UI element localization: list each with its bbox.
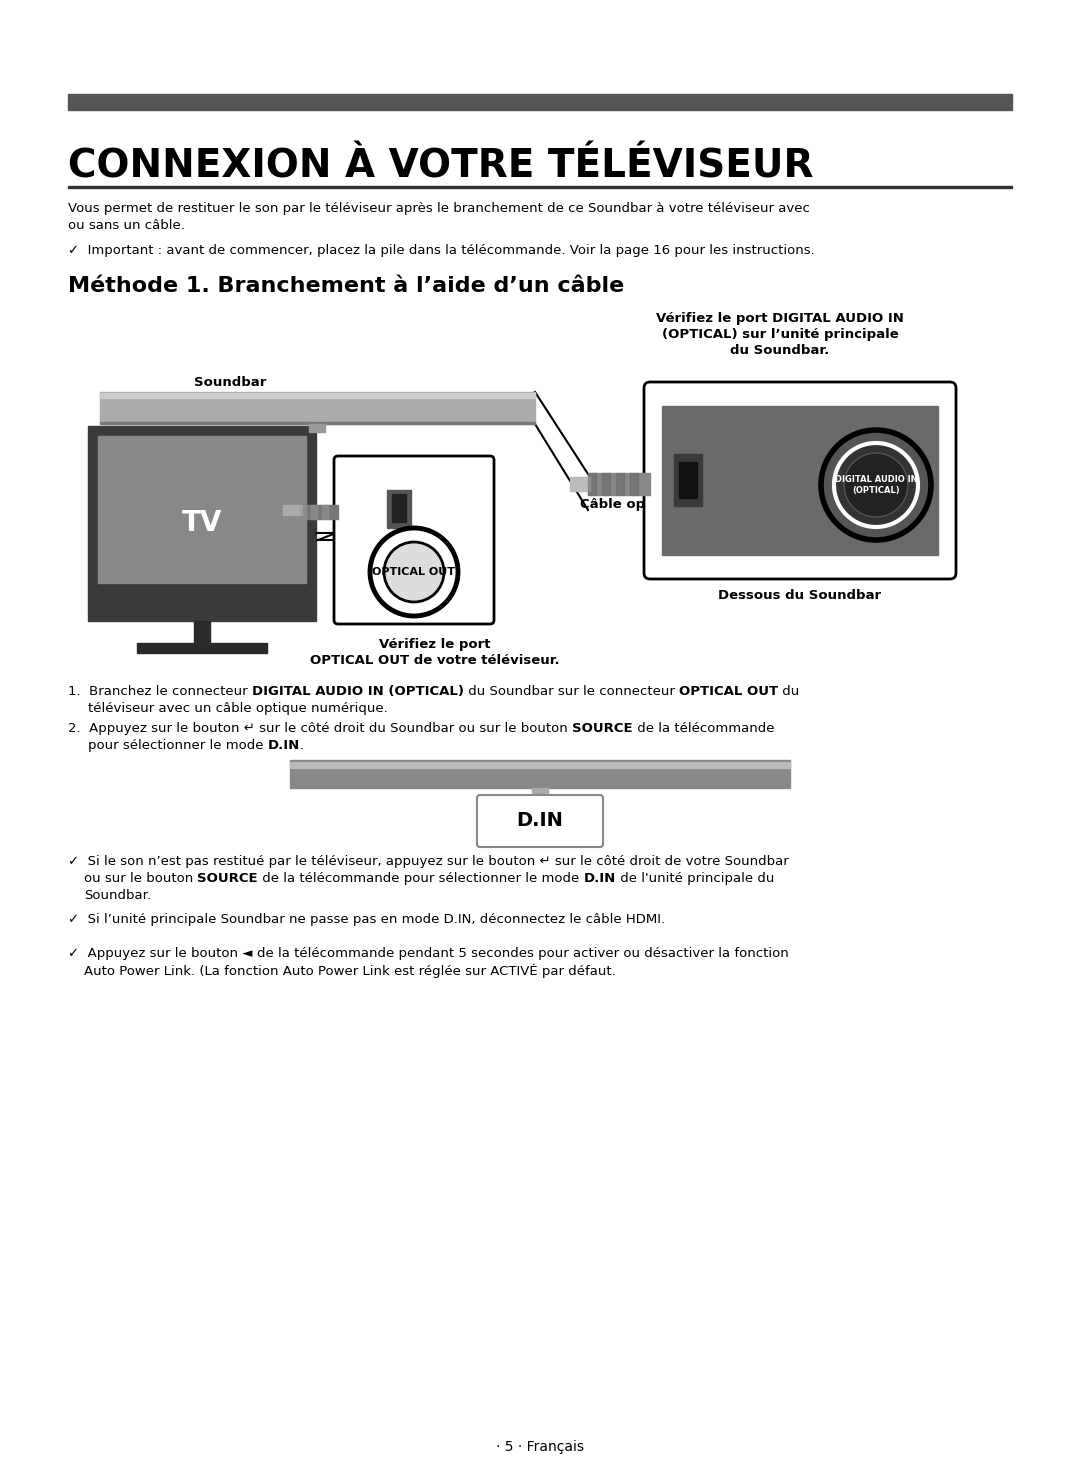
Bar — [322, 504, 328, 519]
Text: OPTICAL OUT de votre téléviseur.: OPTICAL OUT de votre téléviseur. — [310, 654, 559, 667]
Bar — [311, 504, 318, 519]
Text: Soundbar: Soundbar — [193, 376, 266, 389]
Bar — [291, 762, 789, 768]
Text: OPTICAL OUT: OPTICAL OUT — [679, 685, 778, 698]
Bar — [532, 788, 548, 799]
FancyBboxPatch shape — [334, 456, 494, 624]
Bar — [309, 424, 325, 432]
Bar — [588, 473, 650, 495]
Text: · 5 · Français: · 5 · Français — [496, 1441, 584, 1454]
Text: DIGITAL AUDIO IN
(OPTICAL): DIGITAL AUDIO IN (OPTICAL) — [835, 475, 917, 495]
Text: OPTICAL OUT: OPTICAL OUT — [373, 566, 456, 577]
Text: Auto Power Link. (La fonction Auto Power Link est réglée sur ACTIVÉ par défaut.: Auto Power Link. (La fonction Auto Power… — [84, 964, 616, 979]
Bar — [87, 426, 316, 621]
Bar — [588, 473, 596, 495]
Text: Méthode 1. Branchement à l’aide d’un câble: Méthode 1. Branchement à l’aide d’un câb… — [68, 277, 624, 296]
Text: de la télécommande pour sélectionner le mode: de la télécommande pour sélectionner le … — [258, 873, 583, 884]
Text: SOURCE: SOURCE — [198, 873, 258, 884]
Bar — [674, 454, 702, 506]
Circle shape — [384, 541, 444, 602]
Text: Vérifiez le port DIGITAL AUDIO IN: Vérifiez le port DIGITAL AUDIO IN — [656, 312, 904, 325]
Text: D.IN: D.IN — [268, 740, 300, 751]
Bar — [630, 473, 638, 495]
Bar — [679, 461, 697, 498]
Text: téléviseur avec un câble optique numérique.: téléviseur avec un câble optique numériq… — [87, 703, 388, 714]
Text: de la télécommande pendant 5 secondes pour activer ou désactiver la fonction: de la télécommande pendant 5 secondes po… — [257, 947, 788, 960]
Text: ou sur le bouton: ou sur le bouton — [84, 873, 198, 884]
Text: D.IN: D.IN — [583, 873, 616, 884]
Bar — [387, 490, 411, 528]
Bar — [570, 478, 590, 491]
Text: 1.  Branchez le connecteur: 1. Branchez le connecteur — [68, 685, 252, 698]
Text: .: . — [300, 740, 305, 751]
Bar — [616, 473, 624, 495]
Text: Câble optique: Câble optique — [580, 498, 684, 512]
Bar — [300, 504, 338, 519]
Text: ✓  Si l’unité principale Soundbar ne passe pas en mode D.IN, déconnectez le câbl: ✓ Si l’unité principale Soundbar ne pass… — [68, 913, 665, 926]
Text: du Soundbar.: du Soundbar. — [730, 345, 829, 356]
Text: de la télécommande: de la télécommande — [633, 722, 774, 735]
Text: SOURCE: SOURCE — [572, 722, 633, 735]
Text: Dessous du Soundbar: Dessous du Soundbar — [718, 589, 881, 602]
Text: DIGITAL AUDIO IN (OPTICAL): DIGITAL AUDIO IN (OPTICAL) — [252, 685, 464, 698]
Bar — [291, 760, 789, 788]
Text: TV: TV — [181, 509, 222, 537]
Text: de l'unité principale du: de l'unité principale du — [616, 873, 774, 884]
Text: Soundbar.: Soundbar. — [84, 889, 151, 902]
Bar — [68, 185, 1012, 188]
Text: ou sans un câble.: ou sans un câble. — [68, 219, 185, 232]
Circle shape — [843, 453, 908, 518]
Text: (OPTICAL) sur l’unité principale: (OPTICAL) sur l’unité principale — [662, 328, 899, 342]
Text: ✓  Si le son n’est pas restitué par le téléviseur, appuyez sur le bouton ↵ sur l: ✓ Si le son n’est pas restitué par le té… — [68, 855, 788, 868]
Bar — [68, 95, 1012, 109]
Text: 2.  Appuyez sur le bouton ↵ sur le côté droit du Soundbar ou sur le bouton: 2. Appuyez sur le bouton ↵ sur le côté d… — [68, 722, 572, 735]
Text: pour sélectionner le mode: pour sélectionner le mode — [87, 740, 268, 751]
Bar — [194, 621, 210, 643]
Circle shape — [821, 430, 931, 540]
Bar — [100, 393, 535, 398]
Bar — [137, 643, 267, 654]
FancyBboxPatch shape — [644, 382, 956, 578]
FancyBboxPatch shape — [477, 796, 603, 847]
Bar — [300, 504, 306, 519]
Text: du: du — [778, 685, 799, 698]
Bar — [662, 407, 939, 555]
Bar — [602, 473, 610, 495]
Bar — [100, 392, 535, 424]
Text: ✓  Important : avant de commencer, placez la pile dans la télécommande. Voir la : ✓ Important : avant de commencer, placez… — [68, 244, 814, 257]
Circle shape — [370, 528, 458, 615]
Bar — [392, 494, 406, 522]
Circle shape — [834, 444, 918, 527]
Text: du Soundbar sur le connecteur: du Soundbar sur le connecteur — [464, 685, 679, 698]
Bar — [100, 422, 535, 424]
Text: Vous permet de restituer le son par le téléviseur après le branchement de ce Sou: Vous permet de restituer le son par le t… — [68, 203, 810, 214]
Bar — [283, 504, 302, 515]
Text: D.IN: D.IN — [516, 812, 564, 831]
Bar — [98, 436, 306, 583]
Text: ✓  Appuyez sur le bouton ◄: ✓ Appuyez sur le bouton ◄ — [68, 947, 257, 960]
Text: CONNEXION À VOTRE TÉLÉVISEUR: CONNEXION À VOTRE TÉLÉVISEUR — [68, 148, 813, 186]
Text: Vérifiez le port: Vérifiez le port — [379, 637, 490, 651]
